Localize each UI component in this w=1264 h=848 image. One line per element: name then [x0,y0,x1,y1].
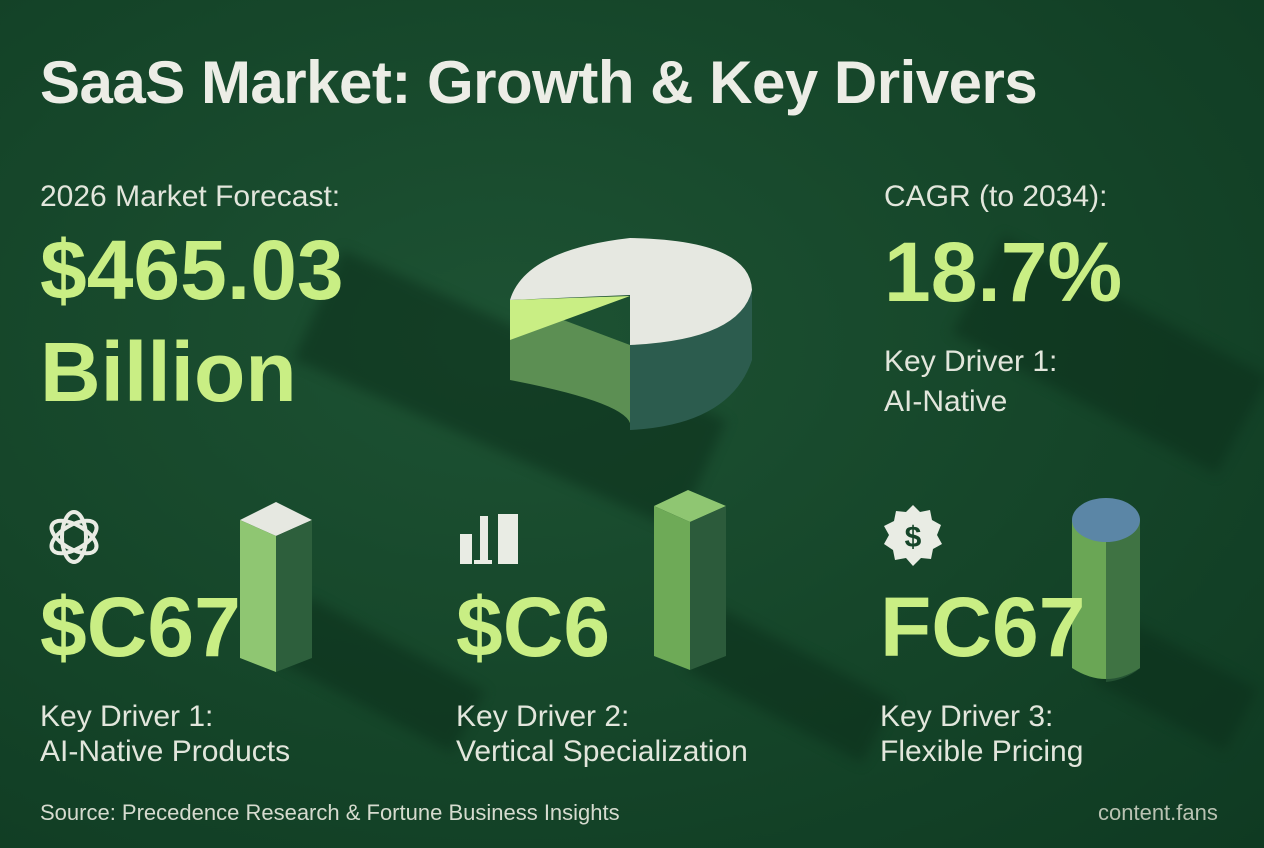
forecast-value: $465.03 [40,223,344,317]
cylinder-3d-illustration [1072,498,1140,682]
pie-chart-illustration [510,238,752,430]
driver-2-value: $C6 [456,580,611,674]
svg-text:$: $ [905,521,922,554]
driver-3-line1: Key Driver 3: [880,700,1054,733]
bar-3d-illustration [654,490,726,670]
page-title: SaaS Market: Growth & Key Drivers [40,49,1038,116]
driver-3-line2: Flexible Pricing [880,735,1084,768]
bar-chart-icon [460,514,518,564]
driver-2-line2: Vertical Specialization [456,735,748,768]
source-note: Source: Precedence Research & Fortune Bu… [40,800,620,825]
driver-2-line1: Key Driver 2: [456,700,630,733]
driver-3-value: FC67 [880,580,1086,674]
openai-knot-icon [49,510,99,564]
cagr-driver-line2: AI-Native [884,385,1008,418]
forecast-label: 2026 Market Forecast: [40,180,341,213]
forecast-unit: Billion [40,325,297,419]
driver-1-line1: Key Driver 1: [40,700,214,733]
driver-1-line2: AI-Native Products [40,735,291,768]
dollar-badge-icon: $ [884,505,942,566]
cagr-driver-line1: Key Driver 1: [884,345,1058,378]
cagr-value: 18.7% [884,225,1123,319]
brand-watermark: content.fans [1098,800,1218,825]
bar-3d-illustration [240,502,312,672]
cagr-label: CAGR (to 2034): [884,180,1108,213]
driver-1-value: $C67 [40,580,241,674]
